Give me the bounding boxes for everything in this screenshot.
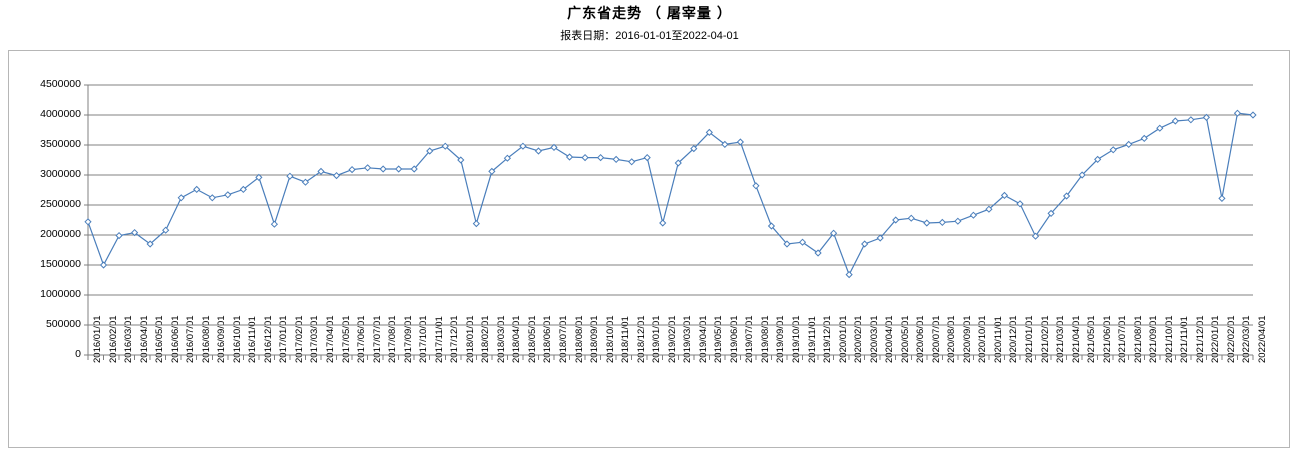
x-axis-tick-label: 2018/06/01 [542,315,554,363]
x-axis-tick-label: 2016/09/01 [216,315,228,363]
x-axis-tick-label: 2020/02/01 [853,315,865,363]
x-axis-tick-label: 2017/11/01 [433,316,445,363]
y-axis-tick-label: 2500000 [40,198,81,210]
x-axis-tick-label: 2017/12/01 [449,315,461,363]
x-axis-tick-label: 2020/09/01 [961,315,973,363]
x-axis-tick-label: 2017/05/01 [340,315,352,363]
x-axis-tick-label: 2021/10/01 [1163,315,1175,363]
x-axis-tick-label: 2016/11/01 [247,316,259,363]
y-axis-tick-label: 3500000 [40,138,81,150]
x-axis-tick-label: 2019/09/01 [775,315,787,363]
x-axis-tick-label: 2016/12/01 [262,315,274,363]
x-axis-tick-label: 2016/03/01 [123,315,135,363]
x-axis-tick-label: 2017/01/01 [278,315,290,363]
x-axis-tick-label: 2018/11/01 [620,316,632,363]
x-axis-tick-label: 2016/02/01 [107,315,119,363]
x-axis-tick-label: 2018/12/01 [635,315,647,363]
x-axis-tick-label: 2022/03/01 [1241,315,1253,363]
y-axis-tick-label: 2000000 [40,228,81,240]
x-axis-tick-label: 2017/06/01 [356,315,368,363]
x-axis-tick-label: 2019/01/01 [651,315,663,363]
x-axis-tick-label: 2018/04/01 [511,315,523,363]
x-axis-tick-label: 2017/09/01 [402,315,414,363]
x-axis-tick-label: 2021/02/01 [1039,315,1051,363]
y-axis-tick-label: 0 [75,348,81,360]
x-axis-tick-label: 2017/02/01 [293,315,305,363]
x-axis-tick-label: 2018/01/01 [464,315,476,363]
x-axis-tick-label: 2018/10/01 [604,315,616,363]
chart-title: 广东省走势 （ 屠宰量 ） [567,5,732,21]
x-axis-tick-label: 2018/05/01 [526,315,538,363]
x-axis-tick-label: 2017/07/01 [371,315,383,363]
x-axis-tick-label: 2022/04/01 [1257,315,1268,363]
x-axis-tick-label: 2020/10/01 [977,315,989,363]
x-axis-tick-label: 2018/02/01 [480,315,492,363]
chart-subtitle: 报表日期：2016-01-01至2022-04-01 [560,30,739,42]
x-axis-tick-label: 2021/09/01 [1148,315,1160,363]
y-axis-tick-label: 3000000 [40,168,81,180]
x-axis-tick-label: 2017/08/01 [387,315,399,363]
y-axis-tick-label: 1000000 [40,288,81,300]
y-axis-tick-label: 1500000 [40,258,81,270]
x-axis-tick-label: 2018/03/01 [495,315,507,363]
x-axis-tick-label: 2019/11/01 [806,316,818,363]
x-axis-tick-label: 2017/10/01 [418,315,430,363]
x-axis-tick-label: 2018/09/01 [589,315,601,363]
y-axis-tick-label: 500000 [45,318,81,330]
y-axis-tick-label: 4000000 [40,108,81,120]
x-axis-tick-label: 2016/07/01 [185,315,197,363]
y-axis-tick-label: 4500000 [40,78,81,90]
x-axis-tick-label: 2020/06/01 [915,315,927,363]
x-axis-tick-label: 2016/08/01 [200,315,212,363]
x-axis-tick-label: 2016/01/01 [92,315,103,363]
x-axis-tick-label: 2016/06/01 [169,315,181,363]
x-axis-tick-label: 2019/06/01 [728,315,740,363]
x-axis-tick-label: 2019/05/01 [713,315,725,363]
x-axis-tick-label: 2019/02/01 [666,315,678,363]
x-axis-tick-label: 2019/03/01 [682,315,694,363]
x-axis-tick-label: 2019/04/01 [697,315,709,363]
x-axis-tick-label: 2017/03/01 [309,315,321,363]
x-axis-tick-label: 2016/05/01 [154,315,166,363]
x-axis-tick-label: 2021/01/01 [1024,315,1035,363]
chart-plot-frame [8,50,1290,448]
x-axis-tick-label: 2020/04/01 [884,315,896,363]
x-axis-tick-label: 2019/08/01 [759,315,771,363]
x-axis-tick-label: 2021/08/01 [1132,315,1144,363]
x-axis-tick-label: 2021/04/01 [1070,315,1082,363]
x-axis-tick-label: 2016/10/01 [231,315,243,363]
x-axis-tick-label: 2021/07/01 [1117,315,1129,363]
x-axis-tick-label: 2019/10/01 [791,315,802,363]
x-axis-tick-label: 2022/02/01 [1225,315,1237,363]
x-axis-tick-label: 2021/05/01 [1086,315,1098,363]
x-axis-tick-label: 2021/11/01 [1179,316,1191,363]
x-axis-tick-label: 2021/03/01 [1055,315,1067,363]
x-axis-tick-label: 2017/04/01 [325,315,336,363]
x-axis-tick-label: 2016/04/01 [138,315,150,363]
x-axis-tick-label: 2021/06/01 [1101,315,1113,363]
x-axis-tick-label: 2020/01/01 [837,315,849,363]
x-axis-tick-label: 2020/11/01 [992,316,1004,363]
x-axis-tick-label: 2020/07/01 [930,315,942,363]
x-axis-tick-label: 2020/12/01 [1008,315,1020,363]
x-axis-tick-label: 2019/07/01 [744,315,756,363]
x-axis-tick-label: 2020/05/01 [899,315,911,363]
x-axis-tick-label: 2018/07/01 [558,315,569,363]
x-axis-tick-label: 2019/12/01 [822,315,834,363]
x-axis-tick-label: 2020/03/01 [868,315,880,363]
x-axis-tick-label: 2020/08/01 [946,315,958,363]
x-axis-tick-label: 2022/01/01 [1210,315,1222,363]
x-axis-tick-label: 2021/12/01 [1194,315,1206,363]
x-axis-tick-label: 2018/08/01 [573,315,585,363]
